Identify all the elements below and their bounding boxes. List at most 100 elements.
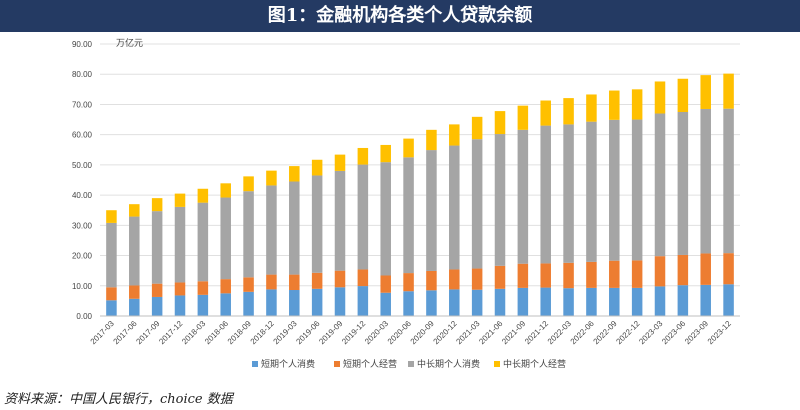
x-tick-label: 2023-09 bbox=[683, 319, 711, 347]
legend-label: 短期个人经营 bbox=[343, 358, 397, 370]
bar-segment-4 bbox=[609, 90, 620, 120]
bar-segment-3 bbox=[289, 181, 300, 275]
bar-segment-4 bbox=[654, 81, 666, 114]
x-tick-label: 2022-12 bbox=[614, 319, 642, 347]
bar-segment-4 bbox=[677, 78, 689, 112]
bar-segment-2 bbox=[517, 263, 529, 288]
bar-segment-4 bbox=[197, 188, 209, 203]
y-tick-label: 10.00 bbox=[72, 282, 93, 291]
x-tick-label: 2018-12 bbox=[249, 319, 277, 347]
bar-segment-4 bbox=[289, 166, 300, 182]
bar-segment-3 bbox=[357, 164, 369, 270]
x-tick-label: 2020-06 bbox=[386, 319, 414, 347]
bar-segment-2 bbox=[266, 274, 277, 290]
bar-segment-3 bbox=[334, 170, 346, 271]
bar-segment-4 bbox=[243, 176, 254, 192]
bar-segment-2 bbox=[380, 275, 391, 293]
bar-segment-4 bbox=[334, 154, 346, 171]
bar-segment-2 bbox=[129, 285, 140, 299]
bar-segment-1 bbox=[540, 287, 551, 316]
x-tick-label: 2023-06 bbox=[660, 319, 688, 347]
x-tick-label: 2019-06 bbox=[294, 319, 322, 347]
bar-segment-2 bbox=[609, 260, 620, 288]
x-tick-label: 2018-06 bbox=[203, 319, 231, 347]
bar-segment-3 bbox=[494, 134, 506, 266]
bar-segment-1 bbox=[609, 287, 620, 316]
bar-segment-2 bbox=[563, 262, 574, 289]
x-tick-label: 2022-03 bbox=[546, 319, 574, 347]
bar-segment-4 bbox=[471, 116, 483, 140]
bar-segment-3 bbox=[631, 119, 643, 261]
stacked-bar-chart: 0.00 10.00 20.00 30.00 40.00 50.00 60.00 70.00 8… bbox=[72, 37, 740, 370]
x-tick-label: 2017-03 bbox=[89, 319, 117, 347]
bar-segment-4 bbox=[220, 183, 231, 198]
bar-segment-1 bbox=[426, 290, 437, 316]
bar-segment-2 bbox=[654, 256, 666, 287]
bar-segment-4 bbox=[586, 94, 597, 122]
x-tick-label: 2023-03 bbox=[637, 319, 665, 347]
bar-segment-4 bbox=[540, 100, 551, 126]
bar-segment-1 bbox=[357, 286, 369, 316]
bar-segment-4 bbox=[311, 159, 323, 176]
x-tick-label: 2022-09 bbox=[592, 319, 620, 347]
bar-segment-3 bbox=[723, 108, 734, 254]
bar-segment-1 bbox=[654, 286, 666, 316]
y-tick-label: 60.00 bbox=[72, 131, 93, 140]
bar-segment-4 bbox=[517, 105, 529, 130]
bar-segment-2 bbox=[471, 268, 483, 290]
bar-segment-2 bbox=[197, 281, 209, 295]
bar-segment-1 bbox=[311, 288, 323, 316]
bar-segment-3 bbox=[106, 222, 117, 288]
bar-segment-2 bbox=[540, 263, 551, 288]
bar-segment-2 bbox=[311, 272, 323, 289]
x-tick-label: 2017-09 bbox=[134, 319, 162, 347]
y-tick-label: 40.00 bbox=[72, 191, 93, 200]
bar-segment-3 bbox=[654, 113, 666, 257]
legend-swatch bbox=[334, 361, 340, 367]
bar-segment-3 bbox=[311, 175, 323, 273]
bar-segment-4 bbox=[266, 170, 277, 186]
bar-segment-1 bbox=[106, 300, 117, 316]
legend-label: 中长期个人经营 bbox=[503, 358, 566, 370]
y-tick-label: 0.00 bbox=[76, 312, 92, 321]
bar-segment-1 bbox=[494, 288, 506, 316]
bar-segment-2 bbox=[243, 277, 254, 292]
bar-segment-4 bbox=[106, 210, 117, 223]
bar-segment-3 bbox=[266, 185, 277, 275]
x-tick-label: 2023-12 bbox=[706, 319, 734, 347]
bar-segment-3 bbox=[471, 139, 483, 269]
bar-segment-3 bbox=[609, 119, 620, 261]
source-note: 资料来源：中国人民银行，choice 数据 bbox=[4, 392, 233, 407]
bar-segment-2 bbox=[357, 269, 369, 287]
x-tick-label: 2021-03 bbox=[454, 319, 482, 347]
bar-segment-4 bbox=[129, 204, 140, 217]
bar-segment-3 bbox=[563, 124, 574, 263]
bar-segment-4 bbox=[700, 75, 711, 109]
bar-segment-3 bbox=[700, 108, 711, 254]
legend-label: 短期个人消费 bbox=[261, 358, 315, 370]
x-tick-label: 2021-09 bbox=[500, 319, 528, 347]
bar-segment-1 bbox=[129, 298, 140, 316]
bar-segment-1 bbox=[151, 296, 163, 316]
bar-segment-2 bbox=[174, 282, 186, 296]
x-tick-label: 2020-03 bbox=[363, 319, 391, 347]
bar-segment-3 bbox=[243, 191, 254, 278]
bar-segment-3 bbox=[151, 211, 163, 284]
bar-segment-1 bbox=[403, 291, 414, 316]
legend-label: 中长期个人消费 bbox=[417, 358, 480, 370]
y-tick-label: 90.00 bbox=[72, 40, 93, 49]
bar-segment-2 bbox=[289, 274, 300, 291]
bar-segment-1 bbox=[449, 289, 460, 316]
x-tick-label: 2021-06 bbox=[477, 319, 505, 347]
bar-segment-3 bbox=[220, 197, 231, 280]
x-tick-label: 2019-09 bbox=[317, 319, 345, 347]
bar-segment-1 bbox=[700, 284, 711, 316]
bar-segment-1 bbox=[334, 287, 346, 316]
bar-segment-2 bbox=[449, 269, 460, 290]
bar-segment-1 bbox=[220, 293, 231, 316]
bar-segment-2 bbox=[403, 273, 414, 292]
y-axis-ticks: 0.00 10.00 20.00 30.00 40.00 50.00 60.00 70.00 8… bbox=[72, 40, 93, 321]
bar-segment-4 bbox=[494, 111, 506, 135]
x-tick-label: 2017-06 bbox=[112, 319, 140, 347]
x-tick-label: 2018-03 bbox=[180, 319, 208, 347]
